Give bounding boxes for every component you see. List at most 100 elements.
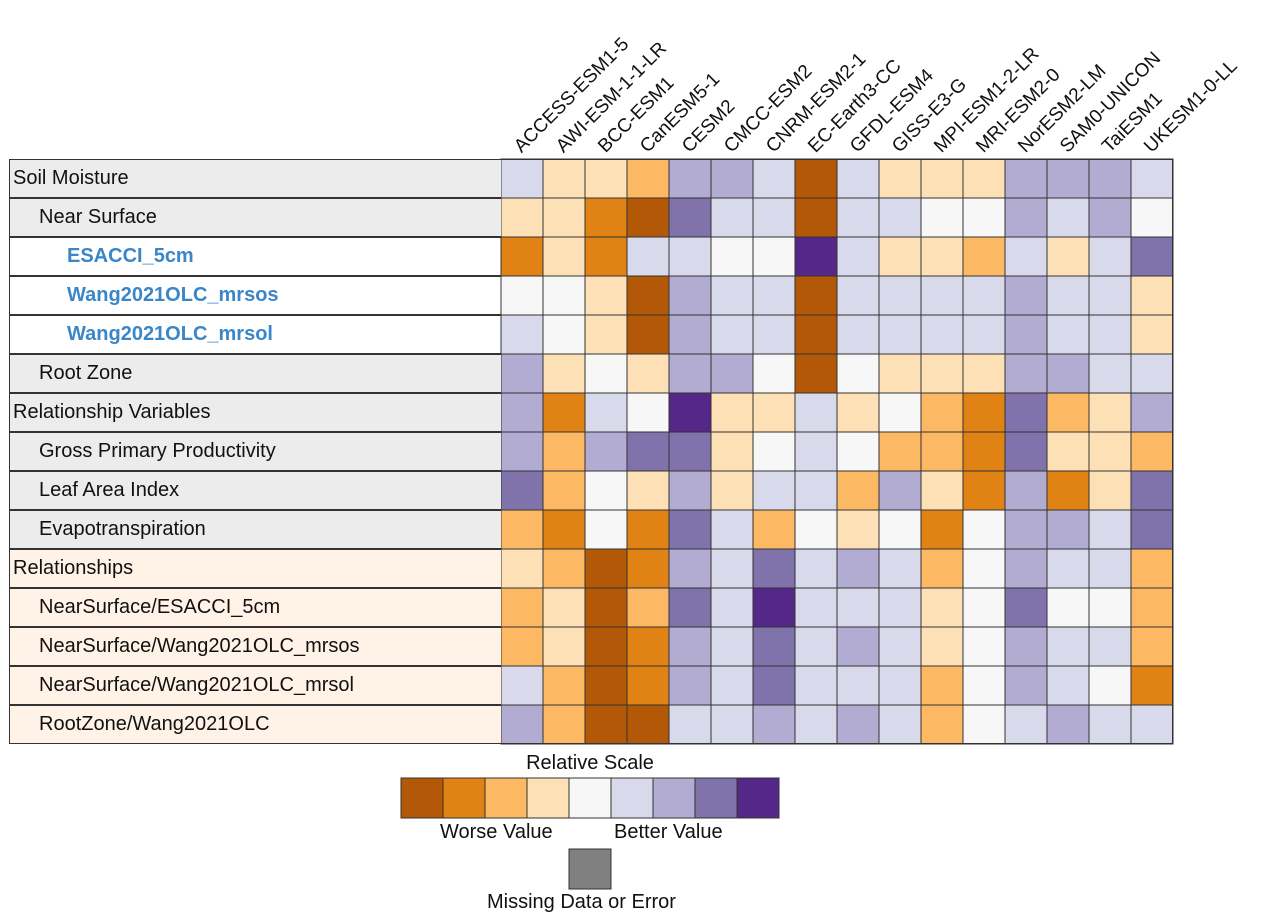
heatmap-cell [962, 548, 1006, 589]
row-label: Wang2021OLC_mrsos [9, 276, 501, 315]
heatmap-cell [962, 236, 1006, 277]
heatmap-cell [626, 431, 670, 472]
heatmap-cell [836, 548, 880, 589]
heatmap-cell [500, 197, 544, 238]
heatmap-cell [1004, 431, 1048, 472]
heatmap-cell [710, 626, 754, 667]
heatmap-cell [1046, 509, 1090, 550]
heatmap-cell [668, 626, 712, 667]
heatmap-cell [920, 275, 964, 316]
heatmap-cell [752, 158, 796, 199]
heatmap-cell [1088, 665, 1132, 706]
heatmap-cell [752, 431, 796, 472]
heatmap-cell [1130, 275, 1174, 316]
heatmap-cell [962, 665, 1006, 706]
heatmap-cell [626, 626, 670, 667]
heatmap-cell [500, 470, 544, 511]
heatmap-cell [626, 236, 670, 277]
legend-missing-label: Missing Data or Error [487, 891, 676, 913]
heatmap-cell [710, 314, 754, 355]
heatmap-cell [542, 275, 586, 316]
heatmap-cell [668, 236, 712, 277]
heatmap-cell [668, 392, 712, 433]
heatmap-cell [500, 158, 544, 199]
row-label: Relationships [9, 549, 501, 588]
heatmap-cell [1130, 431, 1174, 472]
heatmap-cell [1046, 197, 1090, 238]
heatmap-cell [752, 587, 796, 628]
heatmap-cell [1046, 392, 1090, 433]
heatmap-cell [1004, 353, 1048, 394]
heatmap-cell [836, 353, 880, 394]
heatmap-cell [668, 197, 712, 238]
heatmap-cell [626, 509, 670, 550]
heatmap-cell [668, 548, 712, 589]
legend-swatch [694, 777, 738, 819]
heatmap-cell [1088, 626, 1132, 667]
heatmap-cell [1004, 275, 1048, 316]
heatmap-cell [794, 470, 838, 511]
heatmap-cell [752, 704, 796, 745]
heatmap-cell [920, 704, 964, 745]
heatmap-cell [668, 353, 712, 394]
heatmap-cell [752, 665, 796, 706]
heatmap-cell [710, 236, 754, 277]
heatmap-cell [878, 470, 922, 511]
heatmap-cell [710, 275, 754, 316]
heatmap-cell [584, 548, 628, 589]
heatmap-cell [920, 665, 964, 706]
row-label: ESACCI_5cm [9, 237, 501, 276]
heatmap-cell [794, 314, 838, 355]
heatmap-cell [752, 236, 796, 277]
heatmap-cell [1088, 158, 1132, 199]
heatmap-cell [1004, 704, 1048, 745]
heatmap-cell [584, 353, 628, 394]
heatmap-cell [668, 509, 712, 550]
heatmap-cell [1130, 236, 1174, 277]
heatmap-cell [878, 275, 922, 316]
heatmap-cell [1130, 197, 1174, 238]
heatmap-cell [878, 665, 922, 706]
heatmap-cell [584, 314, 628, 355]
heatmap-cell [794, 236, 838, 277]
heatmap-cell [542, 314, 586, 355]
heatmap-cell [1130, 704, 1174, 745]
legend-swatch [526, 777, 570, 819]
heatmap-cell [794, 548, 838, 589]
heatmap-cell [878, 158, 922, 199]
heatmap-cell [920, 431, 964, 472]
heatmap-cell [668, 665, 712, 706]
heatmap-cell [584, 470, 628, 511]
heatmap-cell [920, 548, 964, 589]
heatmap-cell [1046, 158, 1090, 199]
heatmap-cell [1130, 470, 1174, 511]
heatmap-cell [962, 392, 1006, 433]
heatmap-cell [584, 509, 628, 550]
heatmap-cell [1130, 626, 1174, 667]
heatmap-cell [878, 548, 922, 589]
heatmap-cell [1088, 353, 1132, 394]
heatmap-cell [794, 353, 838, 394]
heatmap-cell [710, 470, 754, 511]
heatmap-cell [626, 158, 670, 199]
heatmap-cell [1046, 314, 1090, 355]
heatmap-cell [794, 431, 838, 472]
heatmap-cell [1088, 236, 1132, 277]
heatmap-cell [584, 197, 628, 238]
heatmap-cell [584, 587, 628, 628]
row-label: NearSurface/Wang2021OLC_mrsol [9, 666, 501, 705]
heatmap-cell [794, 509, 838, 550]
heatmap-cell [1130, 158, 1174, 199]
heatmap-cell [920, 158, 964, 199]
heatmap-cell [500, 548, 544, 589]
heatmap-cell [1088, 431, 1132, 472]
heatmap-cell [1046, 236, 1090, 277]
heatmap-cell [1046, 431, 1090, 472]
heatmap-cell [752, 275, 796, 316]
heatmap-cell [1088, 587, 1132, 628]
heatmap-cell [542, 197, 586, 238]
heatmap-cell [500, 704, 544, 745]
heatmap-cell [500, 314, 544, 355]
heatmap-cell [542, 704, 586, 745]
row-label: Relationship Variables [9, 393, 501, 432]
